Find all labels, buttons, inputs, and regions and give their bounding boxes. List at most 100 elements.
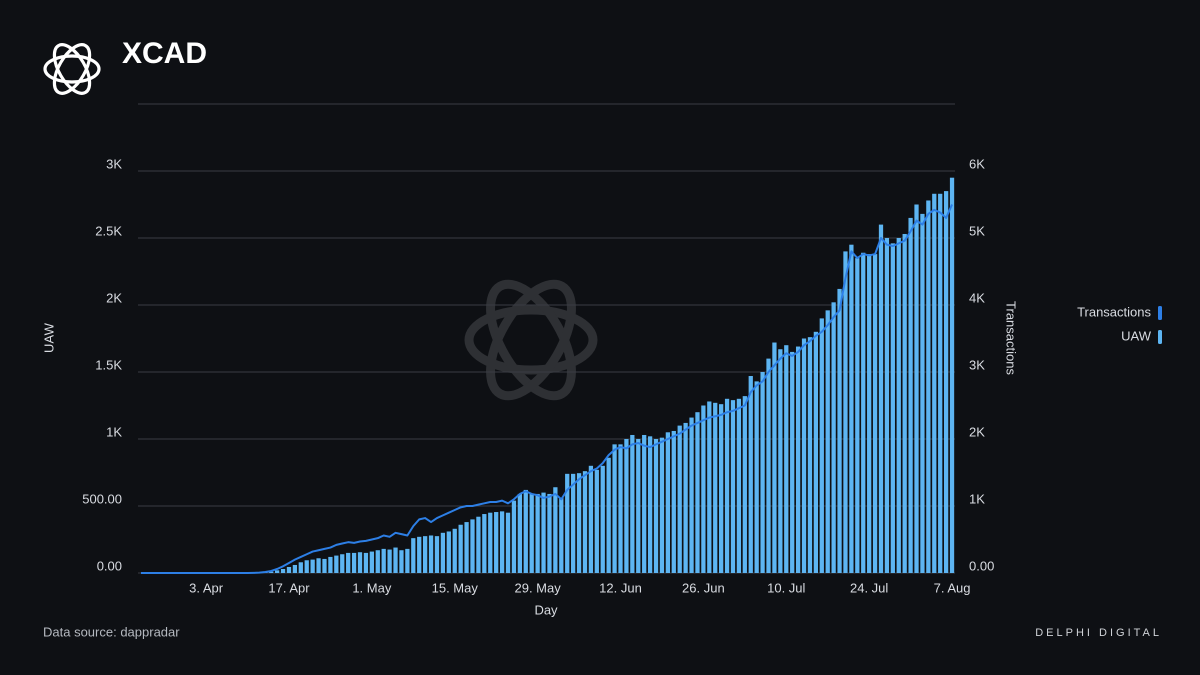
bar <box>689 417 694 573</box>
bar <box>695 412 700 573</box>
bar <box>393 547 398 573</box>
bar <box>926 200 931 574</box>
bar <box>606 457 611 573</box>
bar <box>784 345 789 573</box>
bar <box>653 439 659 573</box>
x-tick-label: 17. Apr <box>268 580 310 595</box>
y2-tick-label: 1K <box>969 491 985 506</box>
bar <box>671 430 676 573</box>
x-tick-label: 24. Jul <box>850 580 888 595</box>
bar <box>624 439 629 573</box>
bar <box>754 381 759 573</box>
bar <box>748 376 753 573</box>
bar <box>938 193 943 573</box>
bar <box>861 252 866 574</box>
bar <box>476 516 481 573</box>
bar <box>642 434 647 573</box>
bar <box>529 493 534 573</box>
bar <box>943 191 949 573</box>
bar <box>517 493 522 573</box>
bar <box>612 444 617 573</box>
y-axis-label: UAW <box>41 322 56 353</box>
y2-axis-label: Transactions <box>1004 301 1019 375</box>
bar <box>511 500 517 573</box>
bar <box>618 444 623 573</box>
x-axis-label: Day <box>534 602 558 617</box>
bar <box>713 402 718 573</box>
bar <box>659 437 665 573</box>
x-tick-label: 7. Aug <box>934 580 971 595</box>
x-tick-label: 15. May <box>432 580 479 595</box>
y2-tick-label: 6K <box>969 156 985 171</box>
bar <box>494 512 499 573</box>
bar <box>559 497 564 573</box>
bar <box>464 522 469 573</box>
bar <box>719 404 724 573</box>
bar <box>505 512 511 573</box>
bar <box>843 251 848 573</box>
y2-tick-label: 4K <box>969 290 985 305</box>
logo <box>43 43 101 95</box>
bar <box>280 568 286 573</box>
bar <box>411 538 416 573</box>
bar <box>274 570 280 573</box>
bar <box>730 400 736 573</box>
bar <box>576 473 582 573</box>
chart-title: XCAD <box>122 37 207 70</box>
bar <box>819 318 824 573</box>
bar <box>316 558 321 573</box>
legend-label: Transactions <box>1077 304 1151 319</box>
bar <box>760 372 765 573</box>
y2-tick-label: 3K <box>969 357 985 372</box>
bar <box>363 552 369 573</box>
bar <box>949 177 955 573</box>
bar <box>707 401 712 573</box>
bar <box>920 213 925 573</box>
bar <box>286 566 292 573</box>
y-tick-label: 3K <box>106 156 122 171</box>
bar <box>878 224 884 573</box>
y-tick-label: 2.5K <box>95 223 122 238</box>
x-tick-label: 10. Jul <box>767 580 805 595</box>
y2-tick-label: 5K <box>969 223 985 238</box>
bar <box>701 405 706 573</box>
bar <box>683 422 688 573</box>
brand: DELPHI DIGITAL <box>1035 627 1162 639</box>
bar <box>322 558 327 573</box>
legend-swatch <box>1158 330 1162 344</box>
bar <box>872 254 878 573</box>
bar <box>896 238 901 573</box>
bar <box>458 524 463 573</box>
bar <box>523 489 528 573</box>
bar <box>594 469 599 573</box>
bar <box>790 351 795 573</box>
bar <box>855 258 860 573</box>
bar <box>417 536 422 573</box>
bar <box>630 434 635 573</box>
bar <box>588 465 594 573</box>
bar <box>849 244 854 573</box>
bar <box>600 465 605 573</box>
bar <box>369 551 374 573</box>
bar <box>553 487 558 573</box>
bar <box>902 233 907 574</box>
bar <box>351 552 357 573</box>
bar <box>884 238 890 573</box>
y-tick-label: 0.00 <box>97 558 122 573</box>
bar <box>677 425 682 573</box>
y2-tick-label: 0.00 <box>969 558 994 573</box>
bar <box>304 560 309 573</box>
bar <box>665 432 670 573</box>
line <box>140 204 953 574</box>
bar <box>772 342 777 573</box>
y-tick-label: 1K <box>106 424 122 439</box>
bar <box>778 349 783 573</box>
bar <box>375 550 380 573</box>
bar <box>795 346 801 573</box>
bar <box>801 338 807 573</box>
x-tick-label: 29. May <box>514 580 561 595</box>
bar <box>890 243 895 574</box>
